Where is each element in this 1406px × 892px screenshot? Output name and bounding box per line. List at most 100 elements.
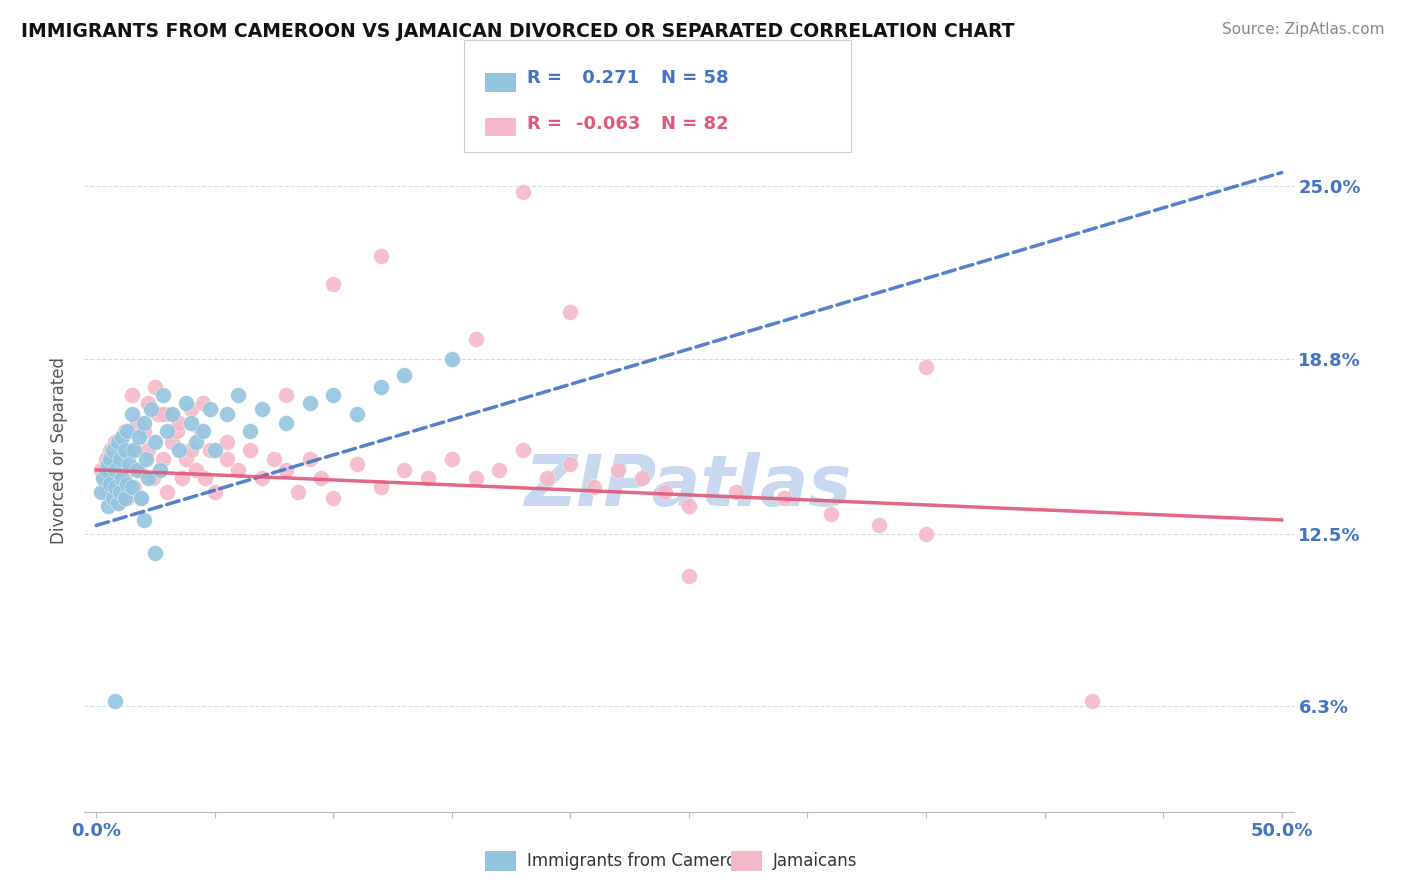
- Point: [152, 388, 174, 402]
- Point: [583, 480, 606, 494]
- Text: R =: R =: [527, 115, 568, 133]
- Point: [606, 463, 628, 477]
- Point: [114, 491, 136, 505]
- Text: -0.063: -0.063: [576, 115, 641, 133]
- Point: [160, 435, 183, 450]
- Point: [108, 485, 131, 500]
- Point: [180, 443, 202, 458]
- Point: [184, 435, 207, 450]
- Point: [138, 443, 160, 458]
- Point: [115, 424, 138, 438]
- Point: [114, 443, 136, 458]
- Point: [868, 518, 890, 533]
- Point: [128, 463, 150, 477]
- Point: [228, 463, 250, 477]
- Point: [139, 401, 162, 416]
- Point: [298, 396, 321, 410]
- Point: [654, 485, 676, 500]
- Point: [464, 471, 486, 485]
- Point: [101, 491, 124, 505]
- Point: [97, 499, 120, 513]
- Point: [725, 485, 748, 500]
- Point: [152, 451, 174, 466]
- Point: [215, 451, 238, 466]
- Point: [346, 458, 368, 472]
- Text: N = 58: N = 58: [661, 70, 728, 87]
- Point: [204, 443, 226, 458]
- Point: [370, 480, 392, 494]
- Point: [166, 424, 188, 438]
- Point: [111, 471, 134, 485]
- Point: [170, 471, 193, 485]
- Point: [630, 471, 652, 485]
- Point: [560, 458, 582, 472]
- Point: [94, 451, 117, 466]
- Point: [322, 277, 344, 291]
- Text: Immigrants from Cameroon: Immigrants from Cameroon: [527, 852, 756, 870]
- Text: Jamaicans: Jamaicans: [773, 852, 858, 870]
- Point: [176, 396, 198, 410]
- Point: [915, 360, 938, 375]
- Point: [464, 332, 486, 346]
- Point: [111, 429, 134, 443]
- Point: [142, 471, 165, 485]
- Point: [114, 424, 136, 438]
- Point: [145, 435, 167, 450]
- Point: [394, 368, 416, 383]
- Point: [135, 451, 157, 466]
- Point: [167, 416, 190, 430]
- Point: [146, 407, 169, 421]
- Point: [322, 491, 344, 505]
- Point: [176, 451, 198, 466]
- Point: [100, 476, 122, 491]
- Point: [190, 424, 212, 438]
- Point: [145, 379, 167, 393]
- Point: [132, 424, 155, 438]
- Point: [160, 407, 183, 421]
- Point: [94, 463, 117, 477]
- Point: [152, 407, 174, 421]
- Point: [560, 304, 582, 318]
- Point: [418, 471, 440, 485]
- Point: [488, 463, 510, 477]
- Point: [115, 476, 138, 491]
- Point: [138, 396, 160, 410]
- Point: [198, 401, 221, 416]
- Text: Source: ZipAtlas.com: Source: ZipAtlas.com: [1222, 22, 1385, 37]
- Point: [104, 693, 127, 707]
- Point: [90, 485, 112, 500]
- Point: [263, 451, 285, 466]
- Point: [111, 471, 134, 485]
- Point: [100, 443, 122, 458]
- Point: [250, 471, 273, 485]
- Text: 0.271: 0.271: [576, 70, 640, 87]
- Point: [91, 471, 114, 485]
- Text: ZIPatlas: ZIPatlas: [526, 452, 852, 521]
- Point: [129, 491, 152, 505]
- Point: [156, 407, 179, 421]
- Point: [101, 480, 124, 494]
- Point: [512, 443, 534, 458]
- Point: [108, 458, 131, 472]
- Point: [107, 435, 129, 450]
- Point: [121, 480, 143, 494]
- Point: [180, 416, 202, 430]
- Point: [215, 435, 238, 450]
- Point: [107, 496, 129, 510]
- Point: [180, 401, 202, 416]
- Point: [122, 443, 145, 458]
- Point: [149, 463, 172, 477]
- Point: [370, 249, 392, 263]
- Point: [104, 480, 127, 494]
- Point: [274, 416, 297, 430]
- Text: IMMIGRANTS FROM CAMEROON VS JAMAICAN DIVORCED OR SEPARATED CORRELATION CHART: IMMIGRANTS FROM CAMEROON VS JAMAICAN DIV…: [21, 22, 1015, 41]
- Point: [156, 485, 179, 500]
- Point: [370, 379, 392, 393]
- Point: [1081, 693, 1104, 707]
- Point: [198, 443, 221, 458]
- Point: [97, 485, 120, 500]
- Point: [128, 429, 150, 443]
- Point: [191, 424, 214, 438]
- Point: [125, 463, 148, 477]
- Point: [394, 463, 416, 477]
